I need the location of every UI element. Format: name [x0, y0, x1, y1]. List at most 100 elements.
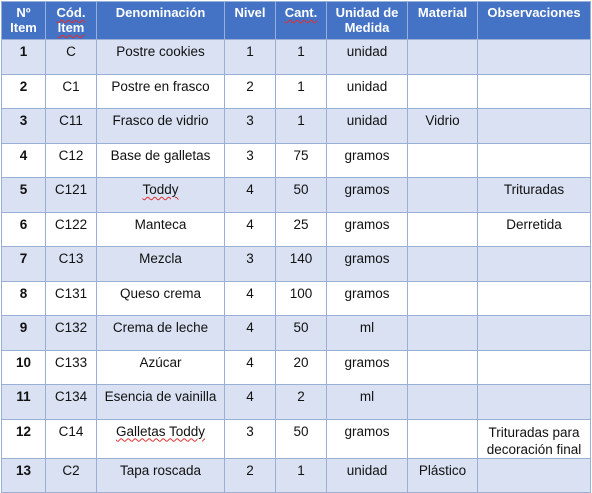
cell-unit: ml [326, 384, 408, 420]
cell-material [407, 349, 478, 385]
cell-code: C14 [45, 418, 97, 459]
cell-name: Queso crema [96, 280, 225, 316]
header-qty-label: Cant. [284, 5, 318, 20]
cell-level: 4 [224, 315, 276, 351]
cell-unit: gramos [326, 280, 408, 316]
table-row: 2 C1 Postre en frasco 2 1 unidad [1, 73, 591, 109]
cell-code: C12 [45, 142, 97, 178]
cell-material [407, 39, 478, 75]
cell-level: 1 [224, 39, 276, 75]
cell-notes [477, 246, 591, 282]
cell-level: 4 [224, 384, 276, 420]
cell-qty: 1 [275, 457, 327, 493]
cell-name: Azúcar [96, 349, 225, 385]
cell-name: Postre en frasco [96, 73, 225, 109]
cell-unit: unidad [326, 73, 408, 109]
cell-item: 6 [1, 211, 46, 247]
cell-code: C131 [45, 280, 97, 316]
cell-item: 1 [1, 39, 46, 75]
cell-code: C13 [45, 246, 97, 282]
cell-material: Plástico [407, 457, 478, 493]
cell-material [407, 280, 478, 316]
cell-name: Postre cookies [96, 39, 225, 75]
table-row: 5 C121 Toddy 4 50 gramos Trituradas [1, 177, 591, 213]
cell-unit: gramos [326, 418, 408, 459]
cell-notes [477, 457, 591, 493]
table-row: 11 C134 Esencia de vainilla 4 2 ml [1, 384, 591, 420]
table-row: 12 C14 Galletas Toddy 3 50 gramos Tritur… [1, 418, 591, 459]
cell-unit: gramos [326, 177, 408, 213]
cell-notes [477, 315, 591, 351]
cell-item: 8 [1, 280, 46, 316]
table-row: 3 C11 Frasco de vidrio 3 1 unidad Vidrio [1, 108, 591, 144]
cell-material [407, 384, 478, 420]
cell-qty: 75 [275, 142, 327, 178]
header-name: Denominación [96, 1, 225, 40]
table-row: 10 C133 Azúcar 4 20 gramos [1, 349, 591, 385]
cell-notes [477, 73, 591, 109]
cell-material [407, 211, 478, 247]
cell-notes [477, 39, 591, 75]
cell-qty: 20 [275, 349, 327, 385]
cell-qty: 50 [275, 315, 327, 351]
cell-name-text: Toddy [142, 182, 179, 197]
cell-qty: 2 [275, 384, 327, 420]
cell-item: 3 [1, 108, 46, 144]
table-row: 13 C2 Tapa roscada 2 1 unidad Plástico [1, 457, 591, 493]
cell-code: C2 [45, 457, 97, 493]
table-row: 8 C131 Queso crema 4 100 gramos [1, 280, 591, 316]
cell-code: C134 [45, 384, 97, 420]
cell-qty: 100 [275, 280, 327, 316]
cell-item: 2 [1, 73, 46, 109]
cell-unit: gramos [326, 349, 408, 385]
cell-name: Toddy [96, 177, 225, 213]
cell-code: C133 [45, 349, 97, 385]
cell-material [407, 315, 478, 351]
cell-name-text: Galletas Toddy [115, 423, 206, 439]
cell-unit: gramos [326, 142, 408, 178]
cell-item: 7 [1, 246, 46, 282]
cell-qty: 1 [275, 108, 327, 144]
header-code: Cód. Item [45, 1, 97, 40]
cell-qty: 1 [275, 39, 327, 75]
cell-level: 4 [224, 177, 276, 213]
cell-level: 3 [224, 108, 276, 144]
table-row: 9 C132 Crema de leche 4 50 ml [1, 315, 591, 351]
cell-notes [477, 384, 591, 420]
cell-level: 3 [224, 142, 276, 178]
cell-material: Vidrio [407, 108, 478, 144]
cell-unit: gramos [326, 211, 408, 247]
cell-item: 13 [1, 457, 46, 493]
cell-notes: Derretida [477, 211, 591, 247]
table-row: 1 C Postre cookies 1 1 unidad [1, 39, 591, 75]
cell-level: 2 [224, 457, 276, 493]
cell-material [407, 246, 478, 282]
cell-code: C132 [45, 315, 97, 351]
cell-code: C122 [45, 211, 97, 247]
cell-notes: Trituradas [477, 177, 591, 213]
table-row: 4 C12 Base de galletas 3 75 gramos [1, 142, 591, 178]
cell-name: Manteca [96, 211, 225, 247]
cell-name: Base de galletas [96, 142, 225, 178]
cell-qty: 140 [275, 246, 327, 282]
cell-notes [477, 108, 591, 144]
cell-name: Tapa roscada [96, 457, 225, 493]
cell-name: Crema de leche [96, 315, 225, 351]
cell-level: 3 [224, 246, 276, 282]
cell-material [407, 142, 478, 178]
cell-name: Frasco de vidrio [96, 108, 225, 144]
cell-qty: 25 [275, 211, 327, 247]
cell-item: 10 [1, 349, 46, 385]
cell-item: 4 [1, 142, 46, 178]
cell-material [407, 73, 478, 109]
cell-code: C11 [45, 108, 97, 144]
cell-level: 2 [224, 73, 276, 109]
header-unit: Unidad de Medida [326, 1, 408, 40]
cell-code: C [45, 39, 97, 75]
cell-name: Mezcla [96, 246, 225, 282]
cell-unit: ml [326, 315, 408, 351]
cell-material [407, 418, 478, 459]
cell-notes: Trituradas para decoración final [477, 418, 591, 459]
cell-material [407, 177, 478, 213]
header-notes: Observaciones [477, 1, 591, 40]
